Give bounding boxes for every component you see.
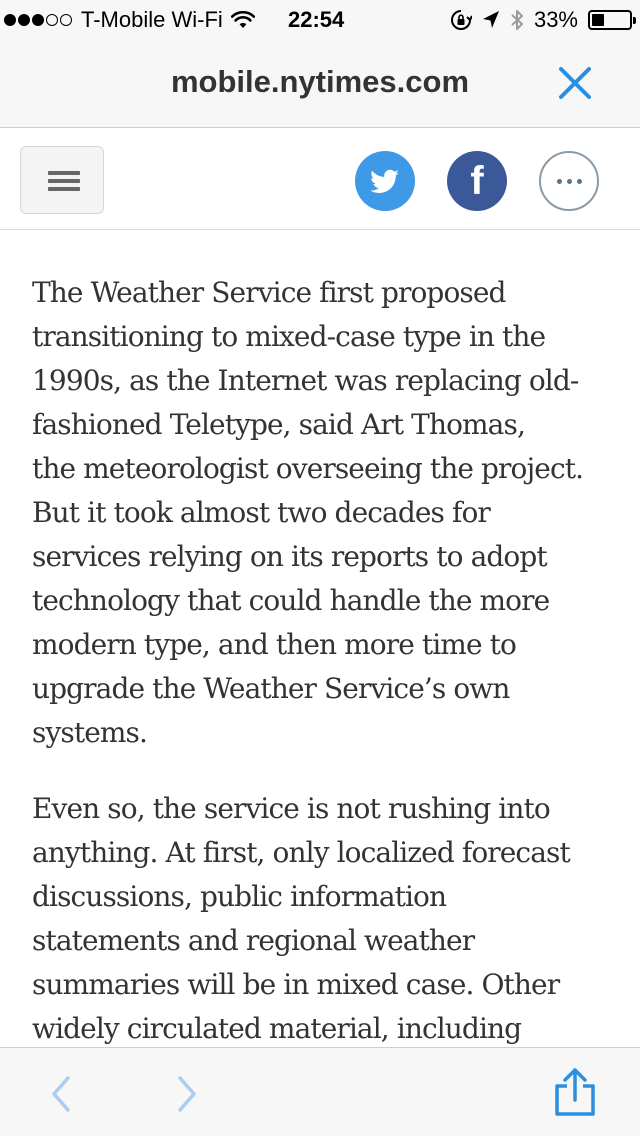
paragraph-line: fashioned Teletype, said Art Thomas, bbox=[32, 408, 526, 441]
article-paragraph: Even so, the service is not rushing into… bbox=[32, 787, 632, 1047]
paragraph-line: upgrade the Weather Service’s own bbox=[32, 672, 510, 705]
url-bar: mobile.nytimes.com bbox=[0, 40, 640, 128]
ellipsis-icon bbox=[557, 179, 587, 184]
status-left: T-Mobile Wi-Fi bbox=[4, 7, 255, 33]
paragraph-line: But it took almost two decades for bbox=[32, 496, 491, 529]
facebook-share-button[interactable]: f bbox=[447, 151, 507, 211]
paragraph-line: modern type, and then more time to bbox=[32, 628, 517, 661]
twitter-bird-icon bbox=[370, 169, 399, 193]
paragraph-line: the meteorologist overseeing the project… bbox=[32, 452, 584, 485]
battery-percent: 33% bbox=[533, 7, 578, 32]
paragraph-line: transitioning to mixed-case type in the bbox=[32, 320, 546, 353]
url-domain[interactable]: mobile.nytimes.com bbox=[170, 64, 470, 99]
signal-dots-icon bbox=[4, 14, 74, 26]
paragraph-line: The Weather Service first proposed bbox=[32, 276, 506, 309]
close-icon[interactable] bbox=[554, 62, 596, 104]
battery-icon bbox=[588, 10, 636, 30]
bluetooth-icon bbox=[511, 10, 523, 30]
chevron-right-icon[interactable] bbox=[166, 1072, 206, 1116]
facebook-f-icon: f bbox=[470, 159, 484, 203]
status-bar: T-Mobile Wi-Fi 22:54 33% bbox=[0, 0, 640, 40]
signal-dot bbox=[18, 14, 30, 26]
paragraph-line: statements and regional weather bbox=[32, 924, 475, 957]
bottom-toolbar bbox=[0, 1047, 640, 1136]
ellipsis-dot bbox=[577, 179, 582, 184]
paragraph-line: systems. bbox=[32, 716, 148, 749]
location-arrow-icon bbox=[482, 11, 499, 28]
chevron-left-icon[interactable] bbox=[42, 1072, 82, 1116]
paragraph-line: summaries will be in mixed case. Other bbox=[32, 968, 560, 1001]
ellipsis-dot bbox=[557, 179, 562, 184]
signal-dot bbox=[46, 14, 58, 26]
battery-tip bbox=[633, 17, 636, 24]
article-paragraph: The Weather Service first proposed trans… bbox=[32, 271, 632, 755]
article-toolbar: f bbox=[0, 129, 640, 230]
signal-dot bbox=[4, 14, 16, 26]
signal-dot bbox=[60, 14, 72, 26]
hamburger-menu-icon bbox=[48, 187, 80, 191]
ellipsis-dot bbox=[567, 179, 572, 184]
paragraph-line: widely circulated material, including bbox=[32, 1012, 522, 1045]
wifi-icon bbox=[230, 11, 255, 28]
status-time: 22:54 bbox=[288, 7, 345, 32]
paragraph-line: 1990s, as the Internet was replacing old… bbox=[32, 364, 579, 397]
status-right: 33% bbox=[440, 7, 636, 33]
more-share-button[interactable] bbox=[539, 151, 599, 211]
article-body: The Weather Service first proposed trans… bbox=[0, 231, 640, 1047]
paragraph-line: technology that could handle the more bbox=[32, 584, 550, 617]
signal-dot bbox=[32, 14, 44, 26]
menu-button[interactable] bbox=[20, 146, 104, 214]
paragraph-line: services relying on its reports to adopt bbox=[32, 540, 548, 573]
battery-level bbox=[592, 14, 604, 26]
paragraph-line: anything. At first, only localized forec… bbox=[32, 836, 571, 869]
hamburger-menu-icon bbox=[48, 179, 80, 183]
paragraph-line: discussions, public information bbox=[32, 880, 447, 913]
share-icon[interactable] bbox=[552, 1068, 598, 1116]
paragraph-line: Even so, the service is not rushing into bbox=[32, 792, 551, 825]
carrier-name: T-Mobile Wi-Fi bbox=[81, 7, 223, 32]
hamburger-menu-icon bbox=[48, 171, 80, 175]
twitter-share-button[interactable] bbox=[355, 151, 415, 211]
rotation-lock-icon bbox=[450, 10, 472, 30]
